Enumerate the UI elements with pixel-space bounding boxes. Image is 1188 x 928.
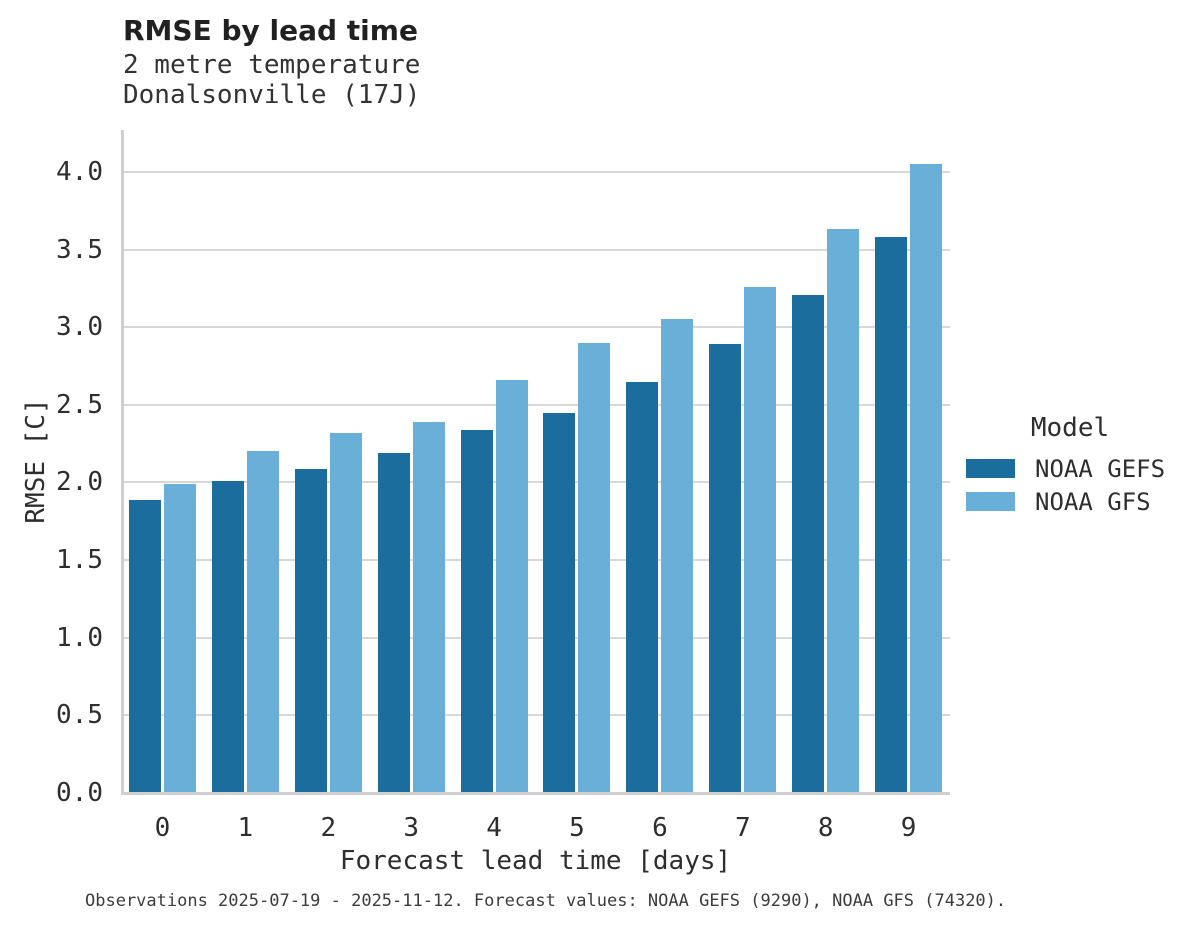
y-tick-label: 3.5	[56, 234, 103, 265]
bar-group	[287, 130, 370, 793]
x-tick-label: 8	[817, 813, 834, 843]
gridline	[121, 714, 950, 717]
y-tick-label: 0.0	[56, 778, 103, 808]
x-tick-label: 0	[154, 813, 171, 843]
bar-group	[867, 130, 950, 793]
x-tick-label: 7	[734, 813, 751, 843]
bar-noaa-gefs	[377, 452, 410, 793]
x-tick-label: 1	[237, 813, 254, 843]
bar-noaa-gfs	[661, 319, 694, 793]
bar-group	[204, 130, 287, 793]
legend: Model NOAA GEFS NOAA GFS	[966, 412, 1174, 518]
plot-area	[121, 130, 950, 795]
legend-item: NOAA GEFS	[966, 452, 1174, 485]
subtitle-line-variable: 2 metre temperature	[123, 50, 421, 80]
x-axis-label: Forecast lead time [days]	[339, 846, 732, 876]
bar-group	[453, 130, 536, 793]
gridline	[121, 248, 950, 251]
bar-noaa-gfs	[827, 229, 860, 793]
gridline	[121, 403, 950, 406]
bar-noaa-gfs	[495, 379, 528, 793]
legend-label: NOAA GEFS	[1035, 454, 1166, 483]
bar-noaa-gfs	[329, 432, 362, 793]
y-tick-label: 1.5	[56, 545, 103, 576]
x-tick-label: 4	[486, 813, 502, 843]
subtitle-line-station: Donalsonville (17J)	[123, 80, 421, 110]
y-tick-label: 1.0	[56, 622, 103, 653]
bar-group	[618, 130, 701, 793]
bar-noaa-gfs	[744, 286, 777, 793]
y-tick-label: 0.5	[56, 700, 103, 731]
bar-noaa-gefs	[211, 480, 244, 793]
bar-noaa-gefs	[875, 237, 908, 793]
bar-noaa-gefs	[543, 412, 576, 793]
bar-noaa-gfs	[163, 484, 196, 793]
y-axis-tick-labels: 0.0 0.5 1.0 1.5 2.0 2.5 3.0 3.5 4.0	[0, 130, 103, 808]
legend-title: Model	[1030, 413, 1110, 443]
bar-noaa-gefs	[709, 344, 742, 793]
figure-caption: Observations 2025-07-19 - 2025-11-12. Fo…	[85, 891, 1007, 911]
bar-noaa-gfs	[910, 164, 943, 793]
bar-group	[370, 130, 453, 793]
gridline	[121, 326, 950, 329]
bar-noaa-gefs	[128, 499, 161, 793]
x-tick-label: 2	[320, 813, 337, 843]
bar-noaa-gefs	[460, 429, 493, 793]
bar-group	[784, 130, 867, 793]
bar-group	[121, 130, 204, 793]
x-tick-label: 5	[569, 813, 585, 843]
bar-group	[536, 130, 619, 793]
y-tick-label: 2.0	[56, 467, 103, 498]
bar-noaa-gfs	[246, 451, 279, 793]
gridline	[121, 481, 950, 484]
gridline	[121, 170, 950, 173]
legend-label: NOAA GFS	[1035, 487, 1151, 516]
bar-noaa-gfs	[578, 342, 611, 793]
legend-item: NOAA GFS	[966, 485, 1174, 518]
bottom-axis-spine	[121, 792, 950, 795]
bar-groups	[121, 130, 950, 793]
bar-noaa-gfs	[412, 421, 445, 793]
gridline	[121, 559, 950, 562]
legend-items: NOAA GEFS NOAA GFS	[966, 452, 1174, 518]
chart-title: RMSE by lead time	[123, 14, 418, 47]
left-axis-spine	[121, 130, 124, 793]
x-tick-label: 3	[403, 813, 419, 843]
bar-group	[701, 130, 784, 793]
y-tick-label: 3.0	[56, 312, 103, 343]
x-axis-tick-labels: 0 1 2 3 4 5 6 7 8 9	[121, 812, 950, 844]
gridline	[121, 636, 950, 639]
legend-swatch-icon	[966, 459, 1015, 478]
bar-noaa-gefs	[294, 468, 327, 793]
chart-subtitle: 2 metre temperature Donalsonville (17J)	[123, 50, 420, 110]
bar-noaa-gefs	[792, 294, 825, 793]
y-tick-label: 2.5	[56, 389, 103, 420]
y-tick-label: 4.0	[56, 156, 103, 187]
legend-swatch-icon	[966, 492, 1015, 511]
x-tick-label: 6	[652, 813, 668, 843]
bar-noaa-gefs	[626, 381, 659, 793]
x-tick-label: 9	[900, 813, 917, 843]
